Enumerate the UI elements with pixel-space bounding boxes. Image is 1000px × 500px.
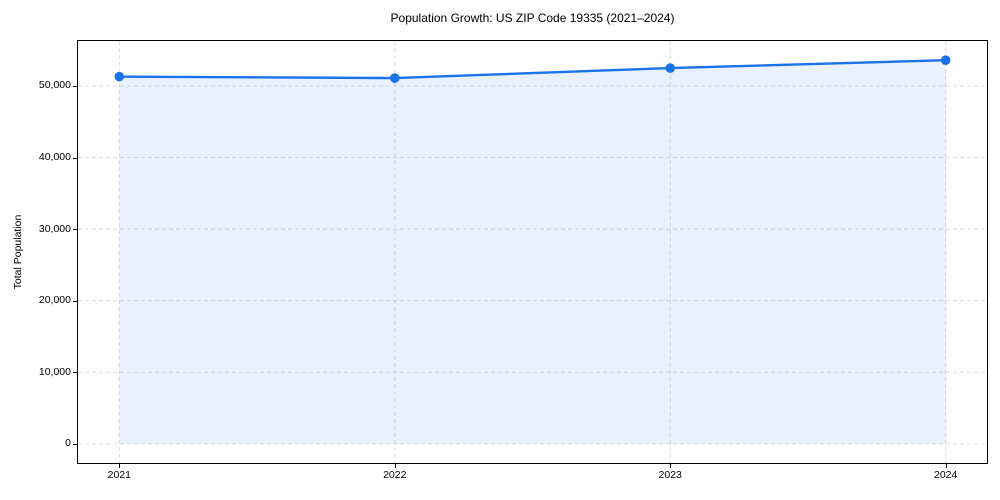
x-tick-mark	[394, 464, 396, 468]
area-fill	[119, 60, 946, 444]
y-tick-label: 40,000	[38, 151, 71, 164]
data-line	[118, 58, 947, 80]
chart-canvas	[78, 41, 987, 463]
chart-title: Population Growth: US ZIP Code 19335 (20…	[390, 11, 675, 25]
plot-area	[77, 40, 988, 464]
data-point-marker	[940, 55, 951, 65]
x-tick-mark	[945, 464, 947, 468]
y-tick-label: 30,000	[38, 222, 71, 235]
x-tick-label: 2023	[658, 469, 682, 481]
y-tick-label: 20,000	[38, 294, 71, 307]
y-tick-mark	[73, 372, 77, 374]
x-tick-mark	[670, 464, 672, 468]
y-tick-label: 50,000	[38, 79, 71, 92]
y-tick-mark	[73, 443, 77, 445]
y-tick-label: 0	[65, 437, 71, 450]
y-tick-mark	[73, 85, 77, 87]
x-tick-label: 2021	[107, 469, 131, 481]
y-tick-mark	[73, 300, 77, 302]
x-tick-mark	[119, 464, 121, 468]
y-tick-label: 10,000	[38, 365, 71, 378]
data-point-marker	[389, 73, 400, 83]
data-point-marker	[665, 63, 676, 73]
data-point-marker	[114, 71, 125, 82]
x-tick-label: 2024	[933, 469, 958, 481]
y-tick-mark	[73, 157, 77, 159]
y-tick-mark	[73, 229, 77, 231]
x-tick-label: 2022	[383, 469, 407, 481]
